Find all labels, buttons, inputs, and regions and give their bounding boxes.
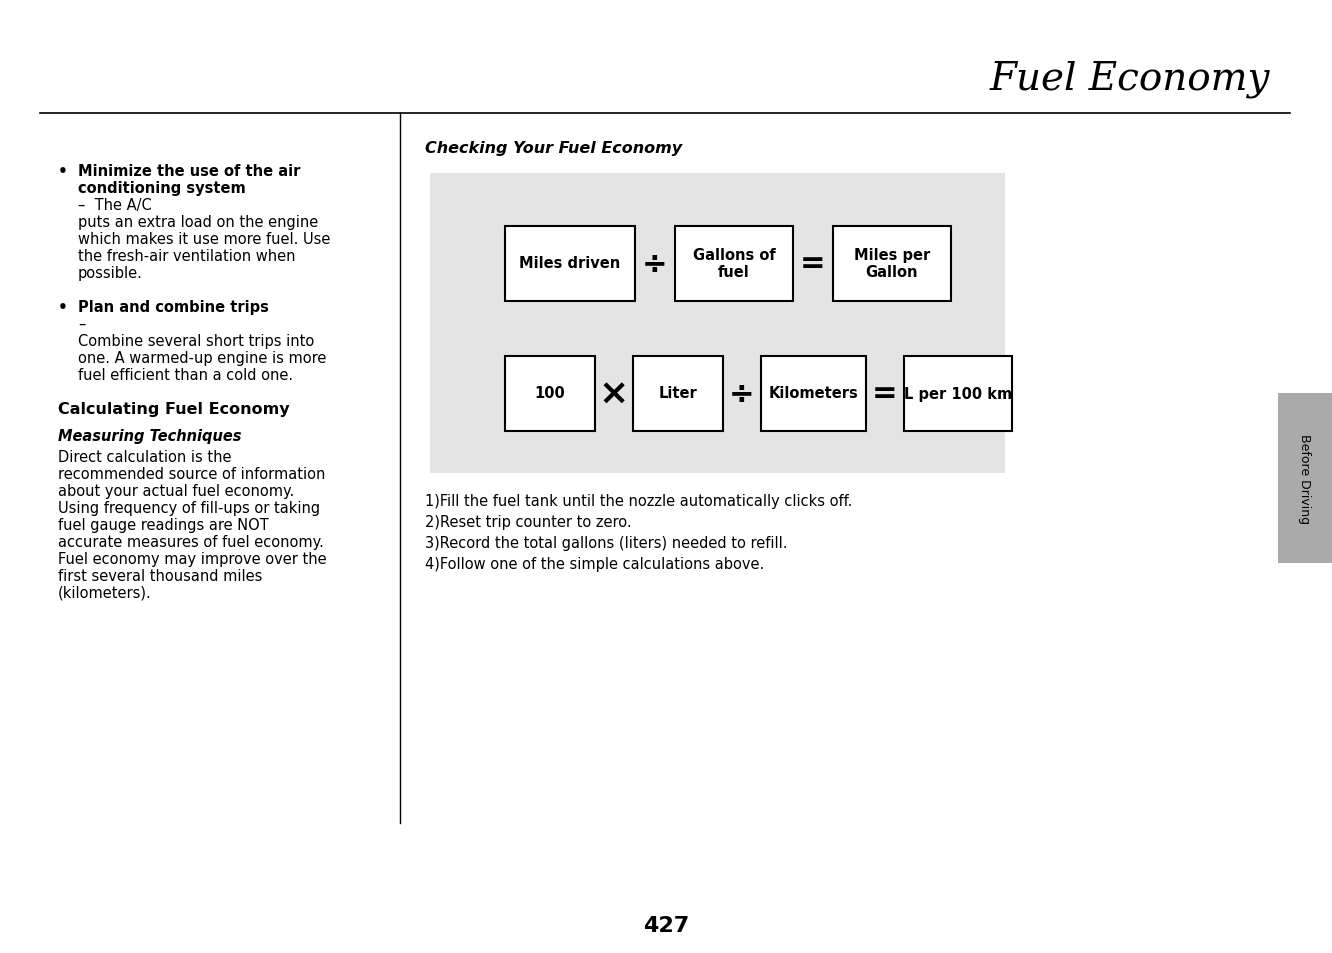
Bar <box>904 356 1012 431</box>
Text: Gallons of
fuel: Gallons of fuel <box>693 248 775 280</box>
Text: (kilometers).: (kilometers). <box>59 585 152 600</box>
Text: =: = <box>872 379 898 408</box>
Text: Minimize the use of the air: Minimize the use of the air <box>79 164 301 179</box>
Bar <box>505 356 595 431</box>
Text: Checking Your Fuel Economy: Checking Your Fuel Economy <box>425 141 682 156</box>
Text: fuel gauge readings are NOT: fuel gauge readings are NOT <box>59 517 269 532</box>
Text: 100: 100 <box>534 386 565 401</box>
Text: 3)Record the total gallons (liters) needed to refill.: 3)Record the total gallons (liters) need… <box>425 536 787 551</box>
Text: first several thousand miles: first several thousand miles <box>59 568 262 583</box>
Text: Fuel economy may improve over the: Fuel economy may improve over the <box>59 551 326 566</box>
Bar <box>633 356 723 431</box>
Text: 427: 427 <box>643 915 689 935</box>
Text: •: • <box>59 164 68 179</box>
Text: Direct calculation is the: Direct calculation is the <box>59 449 232 464</box>
Text: =: = <box>801 250 826 278</box>
Text: Kilometers: Kilometers <box>769 386 858 401</box>
Text: Using frequency of fill-ups or taking: Using frequency of fill-ups or taking <box>59 500 320 515</box>
Text: –: – <box>79 316 85 332</box>
Text: 2)Reset trip counter to zero.: 2)Reset trip counter to zero. <box>425 515 631 530</box>
Bar <box>505 226 635 301</box>
Text: Fuel Economy: Fuel Economy <box>990 60 1269 97</box>
Text: Measuring Techniques: Measuring Techniques <box>59 429 241 444</box>
Text: 1)Fill the fuel tank until the nozzle automatically clicks off.: 1)Fill the fuel tank until the nozzle au… <box>425 494 852 509</box>
Text: Liter: Liter <box>658 386 698 401</box>
Text: ÷: ÷ <box>729 379 755 408</box>
Bar <box>675 226 793 301</box>
Bar <box>1277 394 1332 563</box>
Text: Plan and combine trips: Plan and combine trips <box>79 299 269 314</box>
Bar <box>761 356 866 431</box>
Text: which makes it use more fuel. Use: which makes it use more fuel. Use <box>79 232 330 247</box>
Text: possible.: possible. <box>79 266 143 281</box>
Text: one. A warmed-up engine is more: one. A warmed-up engine is more <box>79 351 326 366</box>
Bar <box>430 173 1006 474</box>
Text: puts an extra load on the engine: puts an extra load on the engine <box>79 214 318 230</box>
Text: L per 100 km: L per 100 km <box>904 386 1012 401</box>
Text: ×: × <box>599 376 629 411</box>
Text: Combine several short trips into: Combine several short trips into <box>79 334 314 349</box>
Text: Before Driving: Before Driving <box>1299 434 1312 523</box>
Text: ÷: ÷ <box>642 250 667 278</box>
Bar <box>832 226 951 301</box>
Text: Miles per
Gallon: Miles per Gallon <box>854 248 930 280</box>
Text: fuel efficient than a cold one.: fuel efficient than a cold one. <box>79 368 293 382</box>
Text: conditioning system: conditioning system <box>79 181 245 195</box>
Text: the fresh-air ventilation when: the fresh-air ventilation when <box>79 249 296 264</box>
Text: recommended source of information: recommended source of information <box>59 466 325 481</box>
Text: Miles driven: Miles driven <box>519 256 621 272</box>
Text: •: • <box>59 299 68 314</box>
Text: –  The A/C: – The A/C <box>79 198 152 213</box>
Text: 4)Follow one of the simple calculations above.: 4)Follow one of the simple calculations … <box>425 557 765 572</box>
Text: about your actual fuel economy.: about your actual fuel economy. <box>59 483 294 498</box>
Text: Calculating Fuel Economy: Calculating Fuel Economy <box>59 401 289 416</box>
Text: accurate measures of fuel economy.: accurate measures of fuel economy. <box>59 534 324 549</box>
